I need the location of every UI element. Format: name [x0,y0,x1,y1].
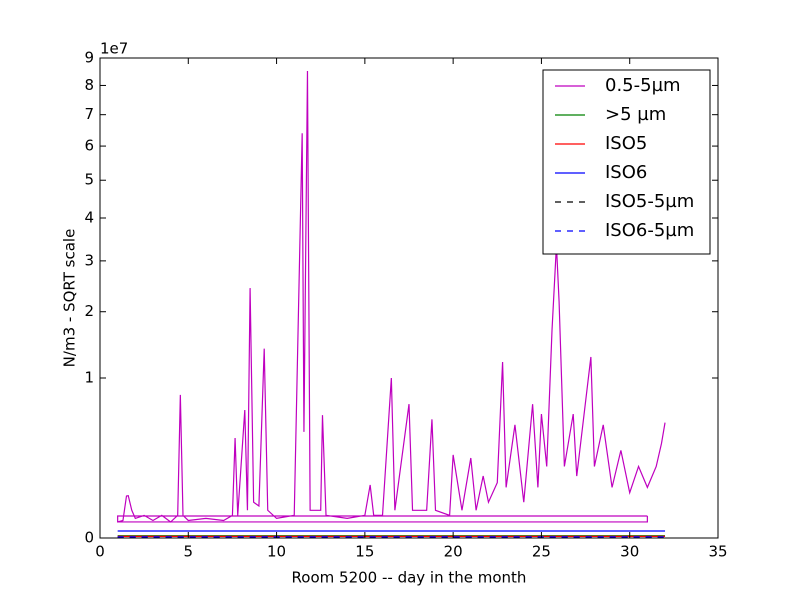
y-tick-label: 0 [84,529,94,547]
x-tick-label: 10 [267,543,286,561]
y-offset-label: 1e7 [100,40,128,58]
legend-label: ISO5 [605,133,647,154]
y-tick-label: 6 [84,137,94,155]
y-tick-label: 3 [84,251,94,269]
legend-box [542,69,711,255]
x-tick-label: 5 [184,543,194,561]
y-tick-label: 2 [84,302,94,320]
x-tick-label: 35 [708,543,727,561]
y-axis-label: N/m3 - SQRT scale [61,229,79,368]
x-tick-label: 25 [532,543,551,561]
x-tick-label: 30 [620,543,639,561]
y-tick-label: 1 [84,369,94,387]
y-tick-label: 7 [84,105,94,123]
legend-label: ISO5-5µm [605,191,694,212]
y-tick-label: 9 [84,49,94,67]
x-tick-label: 15 [355,543,374,561]
y-tick-label: 5 [84,171,94,189]
legend-label: ISO6-5µm [605,220,694,241]
series-line [117,70,666,523]
y-tick-label: 8 [84,76,94,94]
legend-label: >5 µm [605,104,666,125]
legend-label: 0.5-5µm [605,75,681,96]
x-tick-label: 20 [444,543,463,561]
x-axis-label: Room 5200 -- day in the month [292,569,527,587]
x-tick-label: 0 [95,543,105,561]
legend-label: ISO6 [605,162,647,183]
plot-frame [99,57,719,539]
y-tick-label: 4 [84,209,94,227]
